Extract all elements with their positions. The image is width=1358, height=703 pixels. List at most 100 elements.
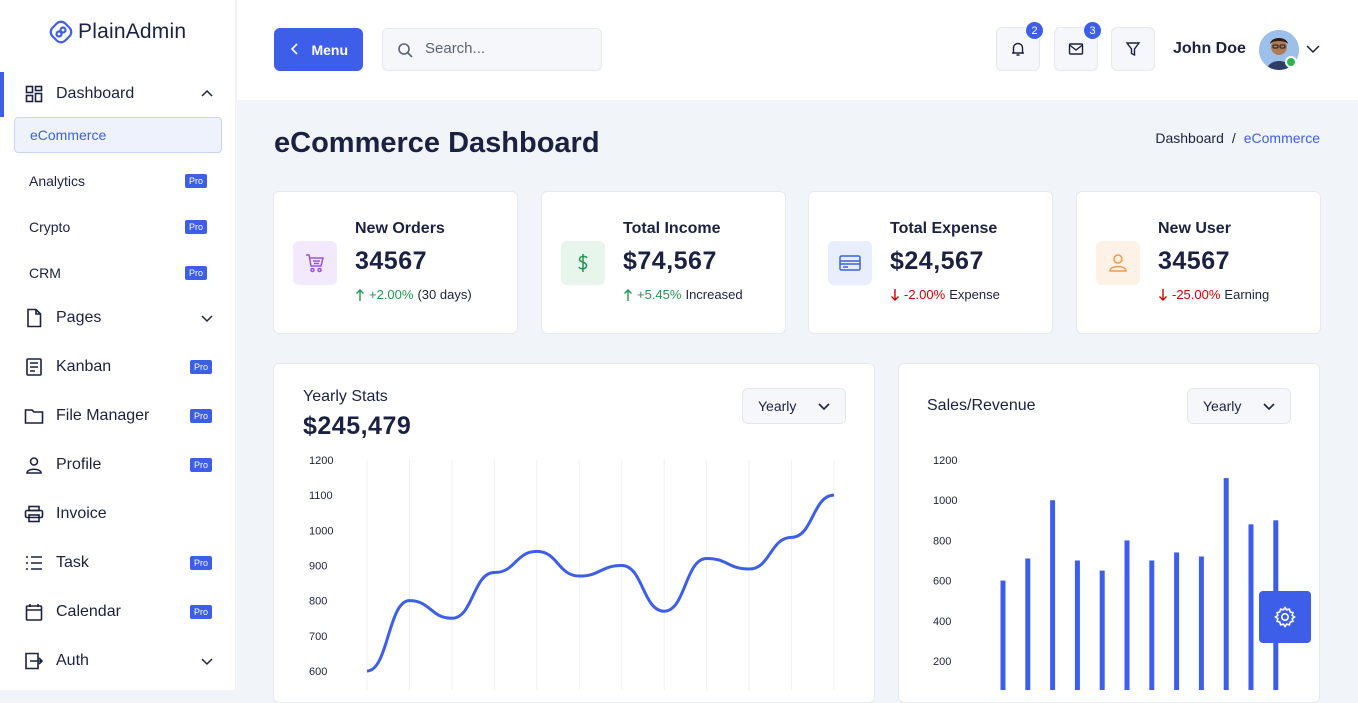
stat-icon-box [1096, 241, 1140, 285]
gear-icon [1273, 605, 1297, 629]
sidebar-item-pages[interactable]: Pages [0, 298, 236, 338]
user-icon [1107, 252, 1129, 274]
pro-badge: Pro [190, 556, 212, 570]
bar [1249, 524, 1254, 690]
stat-value: $74,567 [623, 247, 717, 276]
sidebar-item-label: Profile [56, 456, 101, 474]
topbar: Menu 2 3 John Doe [237, 0, 1358, 100]
stat-icon-box [293, 241, 337, 285]
arrow-down-icon [1158, 288, 1168, 302]
bell-icon [1010, 41, 1026, 57]
stat-change: -25.00% Earning [1158, 287, 1269, 302]
stat-icon-box [828, 241, 872, 285]
credit-card-icon [838, 253, 862, 273]
sidebar-item-invoice[interactable]: Invoice [0, 494, 236, 534]
chart-title: Yearly Stats [303, 388, 388, 406]
notification-count-badge: 2 [1025, 21, 1044, 40]
y-tick-label: 600 [933, 576, 951, 588]
sidebar-item-file-manager[interactable]: File Manager Pro [0, 396, 236, 436]
bar [1100, 571, 1105, 690]
breadcrumb-separator: / [1232, 130, 1236, 146]
pro-badge: Pro [185, 220, 207, 234]
stat-change-value: +5.45% [637, 287, 681, 302]
bar [1025, 558, 1030, 690]
y-tick-label: 400 [933, 616, 951, 628]
stat-change: +5.45% Increased [623, 287, 743, 302]
y-tick-label: 900 [309, 561, 327, 573]
bar [1050, 500, 1055, 690]
breadcrumb-root[interactable]: Dashboard [1155, 130, 1224, 146]
sidebar-subitem-ecommerce[interactable]: eCommerce [14, 117, 222, 153]
message-count-badge: 3 [1083, 21, 1102, 40]
yearly-period-select[interactable]: Yearly [742, 388, 846, 424]
menu-toggle-button[interactable]: Menu [274, 28, 363, 71]
arrow-up-icon [623, 288, 633, 302]
y-tick-label: 800 [933, 535, 951, 547]
sidebar-item-profile[interactable]: Profile Pro [0, 445, 236, 485]
messages-button[interactable]: 3 [1054, 27, 1098, 71]
grid-icon [24, 84, 44, 104]
bar [1174, 552, 1179, 690]
select-value: Yearly [1203, 398, 1241, 414]
menu-label: Menu [311, 42, 348, 58]
stat-change-note: (30 days) [417, 287, 471, 302]
user-name[interactable]: John Doe [1173, 40, 1246, 58]
stat-value: 34567 [355, 247, 427, 276]
pro-badge: Pro [185, 266, 207, 280]
folder-icon [24, 406, 44, 426]
filter-button[interactable] [1111, 27, 1155, 71]
stat-value: $24,567 [890, 247, 984, 276]
sales-period-select[interactable]: Yearly [1187, 388, 1291, 424]
calendar-icon [24, 602, 44, 622]
y-tick-label: 1000 [309, 525, 333, 537]
search-input[interactable] [425, 40, 585, 57]
chevron-up-icon [200, 87, 214, 101]
kanban-icon [24, 357, 44, 377]
sidebar-subitem-label: Analytics [29, 173, 85, 189]
y-tick-label: 1000 [933, 495, 957, 507]
login-icon [24, 651, 44, 671]
sidebar-item-kanban[interactable]: Kanban Pro [0, 347, 236, 387]
notifications-button[interactable]: 2 [996, 27, 1040, 71]
y-tick-label: 200 [933, 656, 951, 668]
dollar-icon [572, 252, 594, 274]
cart-icon [304, 252, 326, 274]
stat-title: New Orders [355, 220, 445, 238]
settings-button[interactable] [1259, 591, 1311, 643]
y-tick-label: 700 [309, 631, 327, 643]
logo-text: PlainAdmin [78, 20, 186, 44]
y-tick-label: 800 [309, 596, 327, 608]
stat-card-new-user: New User 34567 -25.00% Earning [1076, 191, 1321, 334]
stat-change-note: Increased [685, 287, 742, 302]
sidebar-item-label: Dashboard [56, 85, 134, 103]
select-value: Yearly [758, 398, 796, 414]
stat-change-note: Expense [949, 287, 1000, 302]
sidebar-item-auth[interactable]: Auth [0, 641, 236, 681]
bar [1125, 540, 1130, 690]
stat-card-new-orders: New Orders 34567 +2.00% (30 days) [273, 191, 518, 334]
pro-badge: Pro [190, 605, 212, 619]
sidebar-item-label: Calendar [56, 603, 121, 621]
sidebar-item-calendar[interactable]: Calendar Pro [0, 592, 236, 632]
sidebar-item-task[interactable]: Task Pro [0, 543, 236, 583]
logo[interactable]: PlainAdmin [49, 18, 186, 46]
online-status-dot [1285, 56, 1297, 68]
stat-title: New User [1158, 220, 1231, 238]
y-tick-label: 1100 [309, 490, 333, 502]
stat-change-value: -2.00% [904, 287, 945, 302]
stat-card-total-expense: Total Expense $24,567 -2.00% Expense [808, 191, 1053, 334]
filter-icon [1125, 41, 1141, 57]
sidebar-item-dashboard[interactable]: Dashboard [0, 74, 236, 114]
search-box [382, 28, 602, 71]
bar [1075, 561, 1080, 691]
bar [1224, 478, 1229, 690]
arrow-up-icon [355, 288, 365, 302]
arrow-down-icon [890, 288, 900, 302]
sidebar-item-label: Auth [56, 652, 89, 670]
chevron-down-icon[interactable] [1305, 42, 1321, 56]
